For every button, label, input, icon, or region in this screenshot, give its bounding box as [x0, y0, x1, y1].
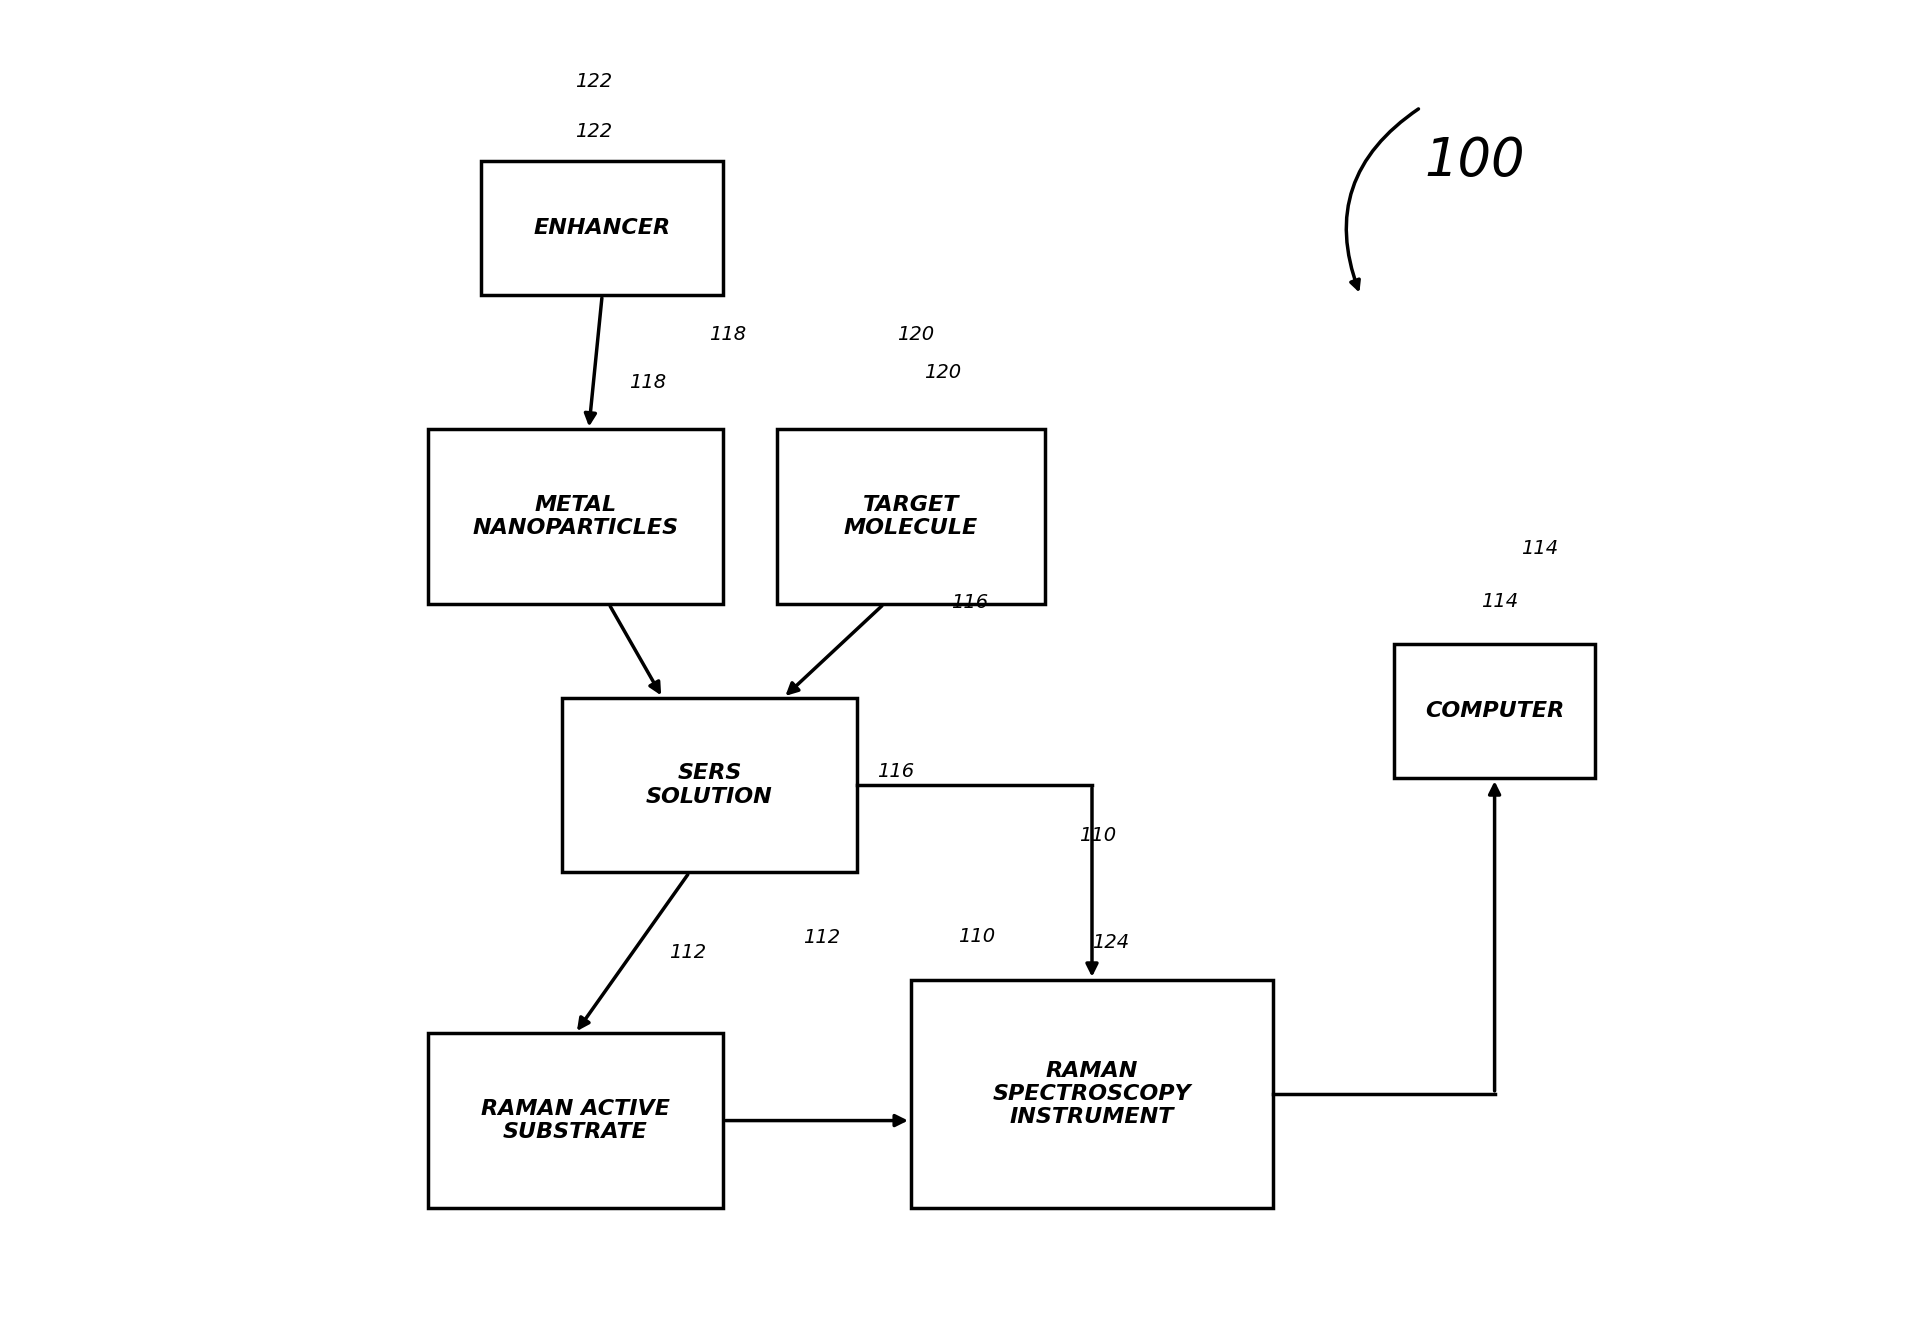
Text: RAMAN ACTIVE
SUBSTRATE: RAMAN ACTIVE SUBSTRATE: [480, 1099, 669, 1142]
FancyBboxPatch shape: [777, 429, 1046, 604]
Text: 120: 120: [897, 325, 934, 344]
FancyBboxPatch shape: [482, 161, 723, 295]
Text: 114: 114: [1481, 592, 1518, 611]
Text: SERS
SOLUTION: SERS SOLUTION: [646, 764, 774, 807]
Text: TARGET
MOLECULE: TARGET MOLECULE: [843, 495, 978, 538]
Text: RAMAN
SPECTROSCOPY
INSTRUMENT: RAMAN SPECTROSCOPY INSTRUMENT: [993, 1060, 1192, 1127]
Text: 110: 110: [959, 927, 995, 946]
FancyBboxPatch shape: [910, 980, 1273, 1208]
Text: 118: 118: [710, 325, 747, 344]
Text: COMPUTER: COMPUTER: [1426, 702, 1564, 721]
Text: 124: 124: [1092, 933, 1128, 951]
Text: 116: 116: [878, 762, 914, 781]
Text: 116: 116: [951, 593, 988, 612]
FancyBboxPatch shape: [428, 1033, 723, 1208]
Text: 112: 112: [804, 929, 841, 947]
Text: 118: 118: [629, 373, 666, 392]
Text: METAL
NANOPARTICLES: METAL NANOPARTICLES: [473, 495, 679, 538]
Text: 122: 122: [575, 122, 611, 141]
Text: 120: 120: [924, 364, 961, 382]
FancyBboxPatch shape: [561, 698, 856, 872]
Text: 100: 100: [1424, 136, 1524, 187]
Text: 122: 122: [575, 72, 611, 91]
Text: 114: 114: [1522, 539, 1559, 558]
FancyBboxPatch shape: [428, 429, 723, 604]
Text: 112: 112: [669, 943, 706, 962]
Text: 110: 110: [1078, 827, 1115, 845]
Text: ENHANCER: ENHANCER: [534, 219, 671, 238]
FancyBboxPatch shape: [1395, 644, 1595, 778]
